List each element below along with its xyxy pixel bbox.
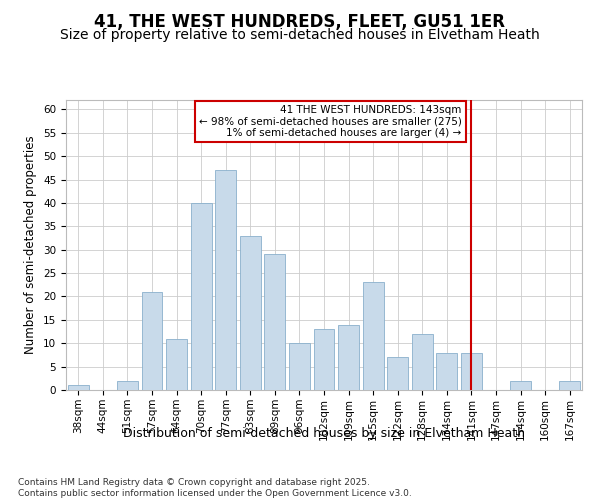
Bar <box>215 170 236 390</box>
Bar <box>166 338 187 390</box>
Bar <box>68 386 89 390</box>
Bar <box>387 358 408 390</box>
Bar <box>289 343 310 390</box>
Bar <box>436 352 457 390</box>
Text: Size of property relative to semi-detached houses in Elvetham Heath: Size of property relative to semi-detach… <box>60 28 540 42</box>
Bar <box>191 203 212 390</box>
Bar <box>142 292 163 390</box>
Bar <box>412 334 433 390</box>
Bar <box>510 380 531 390</box>
Bar <box>265 254 286 390</box>
Text: 41, THE WEST HUNDREDS, FLEET, GU51 1ER: 41, THE WEST HUNDREDS, FLEET, GU51 1ER <box>95 12 505 30</box>
Text: Distribution of semi-detached houses by size in Elvetham Heath: Distribution of semi-detached houses by … <box>123 428 525 440</box>
Text: 41 THE WEST HUNDREDS: 143sqm
← 98% of semi-detached houses are smaller (275)
1% : 41 THE WEST HUNDREDS: 143sqm ← 98% of se… <box>199 104 461 138</box>
Bar <box>117 380 138 390</box>
Y-axis label: Number of semi-detached properties: Number of semi-detached properties <box>25 136 37 354</box>
Bar <box>240 236 261 390</box>
Bar <box>362 282 383 390</box>
Text: Contains HM Land Registry data © Crown copyright and database right 2025.
Contai: Contains HM Land Registry data © Crown c… <box>18 478 412 498</box>
Bar <box>314 329 334 390</box>
Bar <box>338 324 359 390</box>
Bar <box>559 380 580 390</box>
Bar <box>461 352 482 390</box>
